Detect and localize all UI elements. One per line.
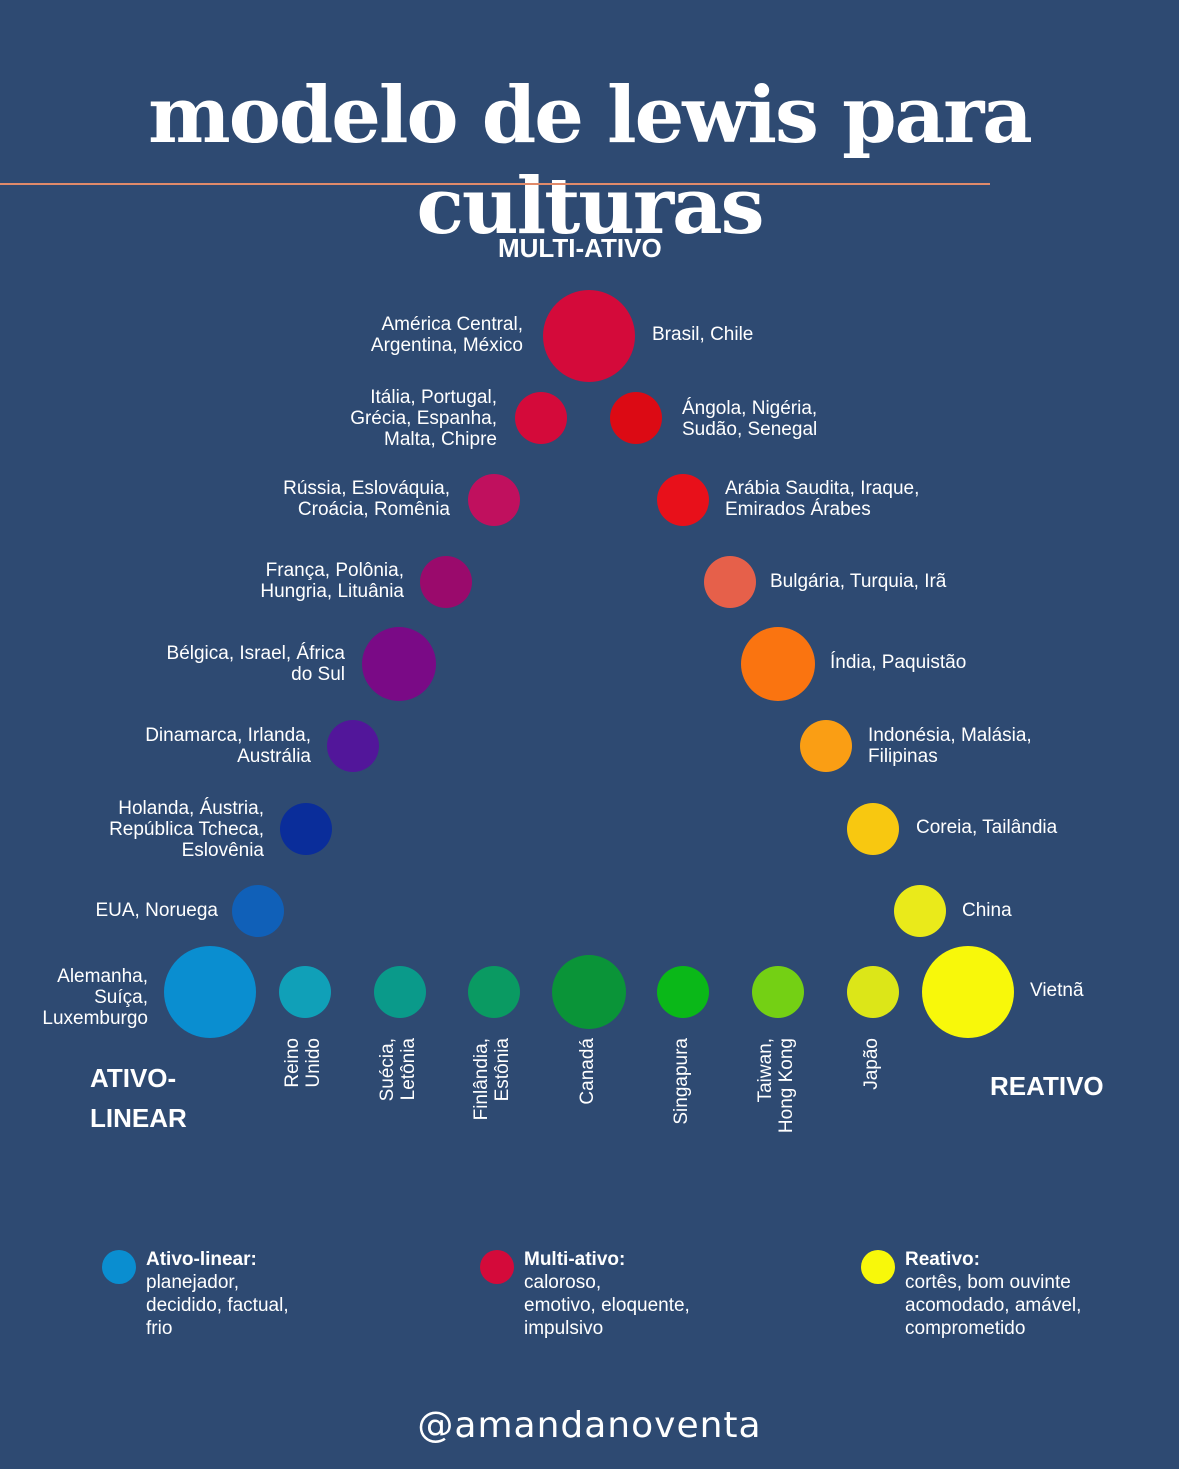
country-dot: [468, 966, 520, 1018]
country-label: Singapura: [670, 1038, 692, 1125]
country-dot: [552, 955, 626, 1029]
country-dot: [657, 474, 709, 526]
country-label: Dinamarca, Irlanda, Austrália: [145, 725, 311, 767]
country-dot: [279, 966, 331, 1018]
country-label: Canadá: [576, 1038, 598, 1105]
country-label: EUA, Noruega: [95, 900, 218, 921]
country-label: China: [962, 900, 1012, 921]
country-label: Bélgica, Israel, África do Sul: [166, 643, 345, 685]
country-dot: [847, 966, 899, 1018]
country-dot: [610, 392, 662, 444]
legend-heading: Ativo-linear:: [146, 1249, 257, 1270]
author-handle: @amandanoventa: [417, 1405, 762, 1446]
legend-text: Reativo: cortês, bom ouvinte acomodado, a…: [905, 1248, 1145, 1340]
page-title: modelo de lewis para culturas: [148, 70, 1033, 252]
country-label: Ángola, Nigéria, Sudão, Senegal: [682, 398, 818, 440]
legend-dot: [102, 1250, 136, 1284]
country-label: Rússia, Eslováquia, Croácia, Romênia: [283, 478, 450, 520]
legend-heading: Multi-ativo:: [524, 1249, 626, 1270]
pole-label-linear-active: ATIVO- LINEAR: [90, 1063, 187, 1133]
country-label: Taiwan, Hong Kong: [755, 1038, 797, 1134]
country-dot: [280, 803, 332, 855]
legend-description: caloroso, emotivo, eloquente, impulsivo: [524, 1272, 690, 1339]
country-dot: [374, 966, 426, 1018]
country-label: Finlândia, Estônia: [471, 1038, 513, 1121]
country-dot: [362, 627, 436, 701]
legend-description: planejador, decidido, factual, frio: [146, 1272, 289, 1339]
country-label: Japão: [860, 1038, 882, 1090]
country-label: América Central, Argentina, México: [370, 314, 523, 356]
pole-label-multi-active: MULTI-ATIVO: [498, 233, 662, 263]
country-label: Indonésia, Malásia, Filipinas: [868, 725, 1032, 767]
country-label: Suécia, Letônia: [377, 1038, 419, 1102]
country-label: Alemanha, Suíça, Luxemburgo: [42, 966, 148, 1029]
country-dot: [468, 474, 520, 526]
country-dot: [922, 946, 1014, 1038]
country-dot: [847, 803, 899, 855]
country-label: Arábia Saudita, Iraque, Emirados Árabes: [725, 478, 920, 520]
country-dot: [741, 627, 815, 701]
legend-text: Ativo-linear: planejador, decidido, factu…: [146, 1248, 386, 1340]
legend-dot: [480, 1250, 514, 1284]
country-label: Reino Unido: [282, 1038, 324, 1088]
country-dot: [894, 885, 946, 937]
title-divider: [0, 183, 990, 185]
country-label: França, Polônia, Hungria, Lituânia: [260, 560, 404, 602]
country-dot: [515, 392, 567, 444]
country-dot: [543, 290, 635, 382]
country-label: Bulgária, Turquia, Irã: [770, 571, 947, 592]
country-label: Coreia, Tailândia: [916, 817, 1058, 838]
country-dot: [752, 966, 804, 1018]
country-dot: [327, 720, 379, 772]
country-dot: [232, 885, 284, 937]
legend-text: Multi-ativo: caloroso, emotivo, eloquente…: [524, 1248, 764, 1340]
country-dot: [657, 966, 709, 1018]
country-dot: [164, 946, 256, 1038]
country-dot: [420, 556, 472, 608]
pole-label-reactive: REATIVO: [990, 1071, 1104, 1101]
country-dot: [704, 556, 756, 608]
country-label: Holanda, Áustria, República Tcheca, Eslo…: [109, 798, 264, 861]
country-label: Itália, Portugal, Grécia, Espanha, Malta…: [350, 387, 497, 450]
country-label: Índia, Paquistão: [830, 652, 967, 673]
country-label: Vietnã: [1030, 980, 1084, 1001]
country-label: Brasil, Chile: [652, 324, 754, 345]
legend-dot: [861, 1250, 895, 1284]
legend-description: cortês, bom ouvinte acomodado, amável, c…: [905, 1272, 1082, 1339]
legend-heading: Reativo:: [905, 1249, 980, 1270]
country-dot: [800, 720, 852, 772]
